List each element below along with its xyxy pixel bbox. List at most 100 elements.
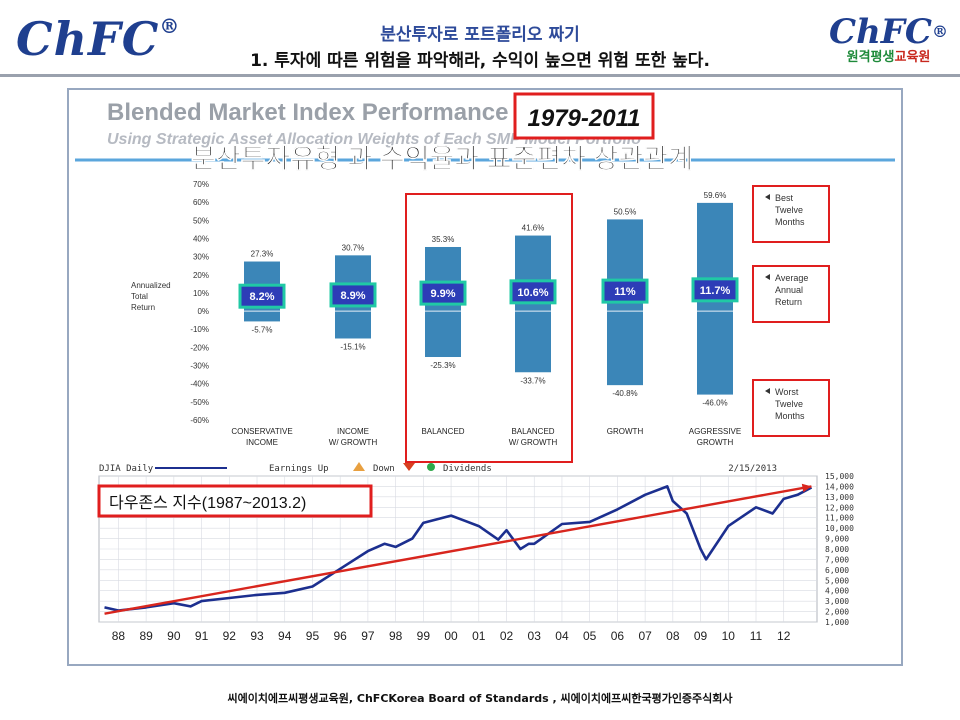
dividends-icon xyxy=(427,463,435,471)
bar-highlight-frame xyxy=(405,193,573,463)
overlay-title: 분산투자유형 과 수익율과 표준편차 상관관계 xyxy=(191,144,693,174)
best-label: 50.5% xyxy=(614,207,637,216)
worst-label: -15.1% xyxy=(340,342,365,351)
bar-legend: Best Twelve Months Average Annual Return Worst… xyxy=(752,185,830,437)
bar-y-tick: -10% xyxy=(190,325,209,334)
line-y-tick: 1,000 xyxy=(825,618,849,627)
category-label: BALANCED xyxy=(511,427,554,436)
registered-mark-right: ® xyxy=(932,22,948,41)
line-x-tick: 95 xyxy=(306,629,320,643)
line-x-tick: 10 xyxy=(722,629,736,643)
header-divider xyxy=(0,74,960,77)
bar-y-tick: 10% xyxy=(193,289,209,298)
line-y-tick: 8,000 xyxy=(825,545,849,554)
line-x-tick: 94 xyxy=(278,629,292,643)
average-box xyxy=(419,280,467,306)
chfc-logo-right: ChFC® 원격평생교육원 xyxy=(829,14,948,66)
dow-title-box xyxy=(97,484,373,518)
best-label: 41.6% xyxy=(522,224,545,233)
chart-panel: Blended Market Index Performance Using S… xyxy=(67,88,903,666)
registered-mark: ® xyxy=(159,14,181,38)
legend-box xyxy=(752,379,830,437)
dow-series-line xyxy=(104,485,813,612)
dow-title: 다우존스 지수(1987~2013.2) xyxy=(109,494,306,512)
line-x-tick: 08 xyxy=(666,629,680,643)
legend-arrow-icon xyxy=(765,194,770,200)
average-box xyxy=(509,279,557,305)
chfc-logo-left: ChFC® xyxy=(16,12,180,66)
line-x-tick: 05 xyxy=(583,629,597,643)
line-x-tick: 03 xyxy=(528,629,542,643)
bar-y-tick: 60% xyxy=(193,198,209,207)
bar-series: 27.3% -5.7% 8.2% CONSERVATIVE INCOME 30.7% -15… xyxy=(231,191,741,447)
earnings-up-icon xyxy=(353,462,365,471)
line-y-tick: 10,000 xyxy=(825,524,854,533)
legend-label: Return xyxy=(775,297,802,307)
legend-label: Annual xyxy=(775,285,803,295)
legend-label: Best xyxy=(775,193,794,203)
line-y-tick: 4,000 xyxy=(825,587,849,596)
trend-arrow-icon xyxy=(801,483,812,493)
line-y-tick: 2,000 xyxy=(825,608,849,617)
bar-y-label-line: Total xyxy=(131,292,148,301)
worst-label: -25.3% xyxy=(430,361,455,370)
page-subtitle: 1. 투자에 따른 위험을 파악해라, 수익이 높으면 위험 또한 높다. xyxy=(250,51,710,71)
line-y-tick: 5,000 xyxy=(825,576,849,585)
bar-y-tick: 40% xyxy=(193,234,209,243)
legend-box xyxy=(752,265,830,323)
category-label: W/ GROWTH xyxy=(329,438,378,447)
best-label: 27.3% xyxy=(251,250,274,259)
line-x-tick: 07 xyxy=(638,629,652,643)
line-x-tick: 97 xyxy=(361,629,375,643)
logo-right-mark: ChFC® xyxy=(829,14,948,50)
bar-y-label-line: Annualized xyxy=(131,281,171,290)
legend-arrow-icon xyxy=(765,388,770,394)
category-label: W/ GROWTH xyxy=(509,438,558,447)
line-header-left: DJIA Daily xyxy=(99,464,154,474)
line-x-tick: 89 xyxy=(139,629,153,643)
legend-label: Worst xyxy=(775,387,799,397)
average-label: 9.9% xyxy=(430,288,455,300)
line-header-date: 2/15/2013 xyxy=(728,464,777,474)
worst-label: -46.0% xyxy=(702,399,727,408)
bar-y-tick: 70% xyxy=(193,180,209,189)
worst-label: -33.7% xyxy=(520,376,545,385)
line-x-tick: 91 xyxy=(195,629,209,643)
highlight-frame xyxy=(405,193,573,463)
charts-svg: Blended Market Index Performance Using S… xyxy=(75,92,895,643)
line-y-tick: 12,000 xyxy=(825,503,854,512)
bar-y-tick: -20% xyxy=(190,343,209,352)
average-label: 10.6% xyxy=(517,287,548,299)
line-x-tick: 98 xyxy=(389,629,403,643)
bar-chart-subtitle: Using Strategic Asset Allocation Weights… xyxy=(107,131,641,148)
logo-right-text: ChFC xyxy=(829,12,932,52)
bar-y-tick: 0% xyxy=(197,307,209,316)
line-y-tick: 11,000 xyxy=(825,514,854,523)
line-x-tick: 92 xyxy=(223,629,237,643)
line-x-tick: 99 xyxy=(417,629,431,643)
bar-y-tick: -30% xyxy=(190,362,209,371)
category-label: AGGRESSIVE xyxy=(689,427,741,436)
category-label: CONSERVATIVE xyxy=(231,427,292,436)
line-x-tick: 04 xyxy=(555,629,569,643)
category-label: INCOME xyxy=(246,438,278,447)
line-y-tick: 9,000 xyxy=(825,535,849,544)
bar-chart-title: Blended Market Index Performance xyxy=(107,99,508,126)
bar-y-label-line: Return xyxy=(131,303,155,312)
best-label: 35.3% xyxy=(432,235,455,244)
bar-y-tick: -40% xyxy=(190,380,209,389)
line-y-tick: 15,000 xyxy=(825,472,854,481)
line-x-tick: 88 xyxy=(112,629,126,643)
legend-label: Twelve xyxy=(775,399,803,409)
trend-line xyxy=(104,485,812,615)
footer-credit: 씨에이치에프씨평생교육원, ChFCKorea Board of Standar… xyxy=(227,692,733,705)
period-label: 1979-2011 xyxy=(528,105,641,132)
line-y-tick: 14,000 xyxy=(825,482,854,491)
line-x-tick: 02 xyxy=(500,629,514,643)
average-label: 8.9% xyxy=(340,290,365,302)
line-header-dividends: Dividends xyxy=(443,464,492,474)
line-x-tick: 93 xyxy=(250,629,264,643)
legend-label: Months xyxy=(775,217,805,227)
bar-y-label: Annualized Total Return xyxy=(131,281,171,312)
